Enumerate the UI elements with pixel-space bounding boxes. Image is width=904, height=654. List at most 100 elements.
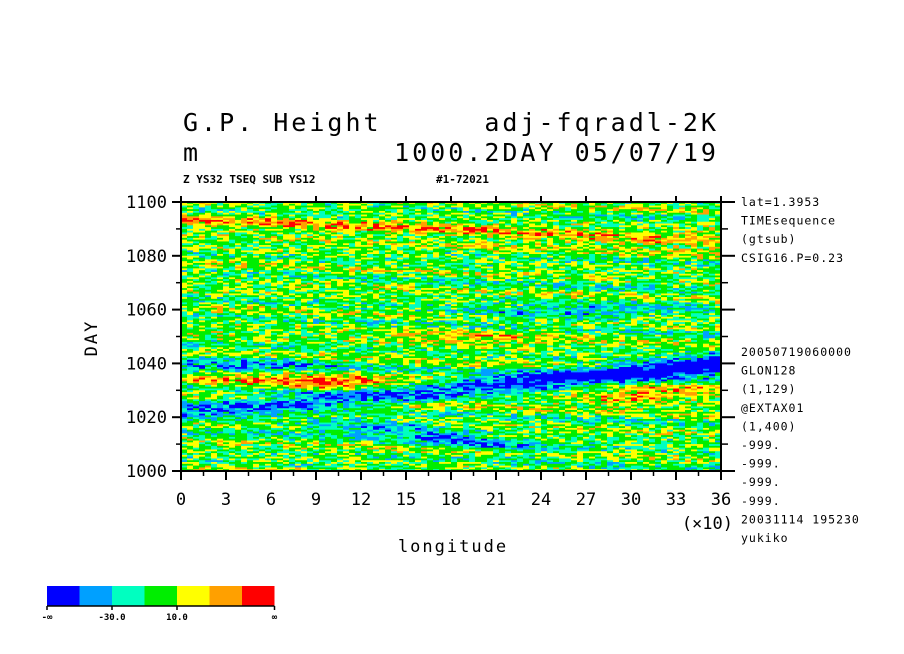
heatmap-cell <box>607 225 614 228</box>
heatmap-cell <box>211 298 218 302</box>
heatmap-cell <box>553 270 560 273</box>
heatmap-cell <box>193 300 200 303</box>
heatmap-cell <box>199 282 206 285</box>
heatmap-cell <box>367 273 374 276</box>
heatmap-cell <box>589 291 596 294</box>
heatmap-cell <box>253 236 260 239</box>
heatmap-cell <box>487 284 494 287</box>
heatmap-cell <box>325 243 332 246</box>
heatmap-cell <box>367 234 374 237</box>
heatmap-cell <box>559 246 566 250</box>
heatmap-cell <box>505 298 512 302</box>
heatmap-cell <box>481 236 488 239</box>
heatmap-cell <box>571 205 578 208</box>
heatmap-cell <box>385 295 392 298</box>
heatmap-cell <box>325 230 332 233</box>
heatmap-cell <box>241 298 248 302</box>
heatmap-cell <box>505 223 512 226</box>
heatmap-cell <box>409 279 416 282</box>
heatmap-cell <box>661 207 668 210</box>
heatmap-cell <box>631 284 638 287</box>
heatmap-cell <box>301 282 308 285</box>
heatmap-cell <box>523 259 530 262</box>
heatmap-cell <box>415 252 422 255</box>
heatmap-cell <box>487 273 494 276</box>
heatmap-cell <box>625 261 632 264</box>
heatmap-cell <box>247 284 254 287</box>
heatmap-cell <box>415 246 422 250</box>
heatmap-cell <box>625 232 632 235</box>
heatmap-cell <box>631 289 638 293</box>
heatmap-cell <box>571 297 578 300</box>
heatmap-cell <box>265 243 272 246</box>
heatmap-cell <box>493 225 500 228</box>
heatmap-cell <box>523 270 530 273</box>
heatmap-cell <box>205 273 212 276</box>
heatmap-cell <box>385 223 392 226</box>
heatmap-cell <box>601 210 608 214</box>
heatmap-cell <box>547 284 554 287</box>
heatmap-cell <box>553 257 560 260</box>
heatmap-cell <box>643 245 650 248</box>
heatmap-cell <box>571 207 578 210</box>
heatmap-cell <box>649 214 656 217</box>
heatmap-cell <box>289 219 296 223</box>
heatmap-cell <box>283 275 290 278</box>
heatmap-cell <box>319 236 326 239</box>
heatmap-cell <box>715 219 722 223</box>
heatmap-cell <box>637 254 644 257</box>
heatmap-cell <box>565 266 572 269</box>
heatmap-cell <box>229 203 236 206</box>
heatmap-cell <box>589 259 596 262</box>
heatmap-cell <box>415 280 422 284</box>
heatmap-cell <box>361 288 368 291</box>
heatmap-cell <box>397 255 404 258</box>
heatmap-cell <box>229 236 236 239</box>
heatmap-cell <box>607 266 614 269</box>
heatmap-cell <box>475 268 482 271</box>
heatmap-cell <box>181 297 188 300</box>
heatmap-cell <box>529 207 536 210</box>
heatmap-cell <box>685 216 692 219</box>
heatmap-cell <box>577 288 584 291</box>
heatmap-cell <box>679 282 686 285</box>
heatmap-cell <box>277 216 284 219</box>
heatmap-cell <box>487 202 494 205</box>
heatmap-cell <box>367 248 374 251</box>
heatmap-cell <box>217 297 224 300</box>
heatmap-cell <box>181 214 188 217</box>
heatmap-cell <box>355 227 362 230</box>
heatmap-cell <box>385 280 392 284</box>
heatmap-cell <box>511 203 518 206</box>
heatmap-cell <box>469 241 476 244</box>
heatmap-cell <box>547 218 554 221</box>
heatmap-cell <box>325 210 332 214</box>
heatmap-cell <box>529 282 536 285</box>
heatmap-cell <box>361 255 368 258</box>
heatmap-cell <box>487 270 494 273</box>
heatmap-cell <box>667 212 674 215</box>
heatmap-cell <box>517 275 524 278</box>
heatmap-cell <box>211 205 218 208</box>
heatmap-cell <box>583 221 590 224</box>
heatmap-cell <box>661 228 668 232</box>
heatmap-cell <box>667 248 674 251</box>
heatmap-cell <box>361 225 368 228</box>
heatmap-cell <box>433 284 440 287</box>
heatmap-cell <box>577 205 584 208</box>
heatmap-cell <box>523 277 530 280</box>
heatmap-cell <box>355 282 362 285</box>
heatmap-cell <box>523 218 530 221</box>
heatmap-cell <box>205 207 212 210</box>
heatmap-cell <box>655 297 662 300</box>
heatmap-cell <box>697 282 704 285</box>
heatmap-cell <box>199 228 206 232</box>
heatmap-cell <box>607 228 614 232</box>
heatmap-cell <box>631 255 638 258</box>
heatmap-cell <box>307 221 314 224</box>
heatmap-cell <box>625 252 632 255</box>
heatmap-cell <box>385 239 392 242</box>
heatmap-cell <box>289 257 296 260</box>
heatmap-cell <box>181 205 188 208</box>
heatmap-cell <box>415 282 422 285</box>
